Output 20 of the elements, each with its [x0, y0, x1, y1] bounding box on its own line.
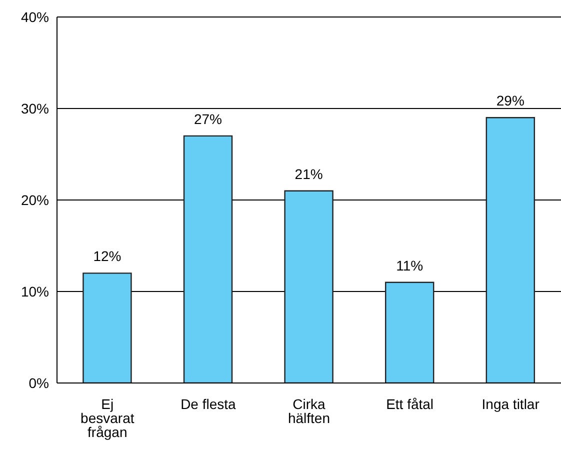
bar [385, 282, 434, 383]
bar [486, 117, 536, 383]
data-label: 12% [93, 248, 122, 264]
x-tick-label: Ett fåtal [386, 396, 434, 412]
data-label: 11% [396, 257, 424, 274]
y-tick-label: 20% [20, 192, 49, 208]
y-tick-label: 30% [20, 100, 49, 116]
data-label: 27% [194, 110, 222, 127]
bar [82, 272, 132, 383]
data-label: 29% [496, 92, 524, 109]
y-tick-label: 0% [28, 374, 49, 391]
data-label: 21% [294, 166, 323, 182]
y-tick-label: 40% [20, 8, 49, 25]
y-tick-label: 10% [20, 283, 49, 300]
bar [183, 135, 233, 383]
x-tick-label: Cirka hälften [288, 396, 330, 426]
x-tick-label: Inga titlar [482, 396, 540, 412]
x-tick-label: De flesta [180, 396, 236, 412]
x-tick-label: Ej besvarat frågan [80, 396, 134, 440]
bar [284, 190, 334, 383]
